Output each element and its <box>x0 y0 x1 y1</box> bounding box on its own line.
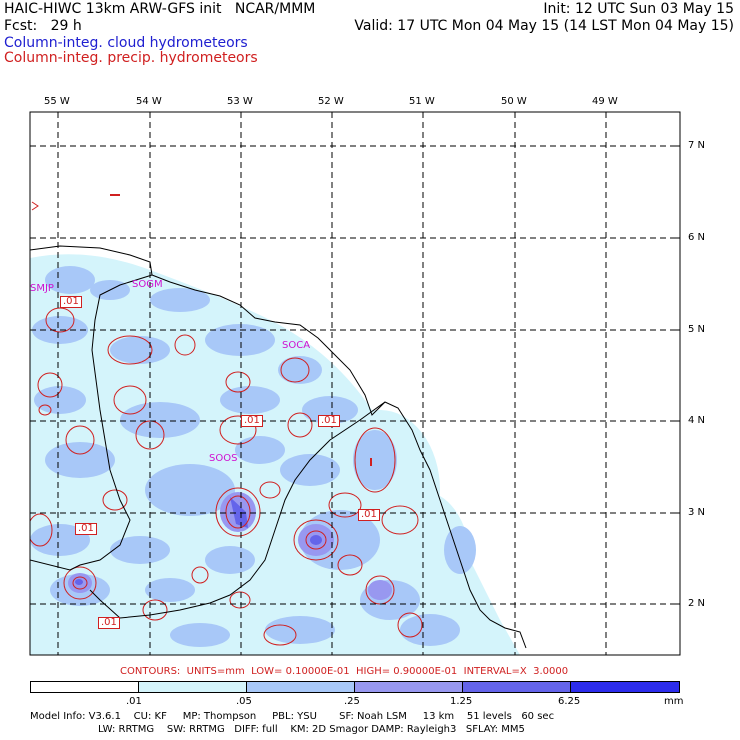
map-ticks <box>57 112 680 605</box>
lat-label: 7 N <box>688 140 706 151</box>
contour-label: .01 <box>98 617 120 629</box>
lon-label: 49 W <box>592 96 618 107</box>
header-valid-time: Valid: 17 UTC Mon 04 May 15 (14 LST Mon … <box>354 18 734 34</box>
header-forecast-hour: Fcst: 29 h <box>4 18 82 34</box>
station-label: SOCA <box>282 340 311 351</box>
field-precip-title: Column-integ. precip. hydrometeors <box>4 50 258 66</box>
lat-label: 3 N <box>688 507 706 518</box>
contour-label: .01 <box>60 296 82 308</box>
contour-label: .01 <box>318 415 340 427</box>
colorbar-segment <box>570 681 680 693</box>
colorbar-segment <box>30 681 139 693</box>
model-info-line2: LW: RRTMG SW: RRTMG DIFF: full KM: 2D Sm… <box>98 724 525 735</box>
lat-label: 5 N <box>688 324 706 335</box>
precip-contours <box>30 307 423 646</box>
contours-caption: CONTOURS: UNITS=mm LOW= 0.10000E-01 HIGH… <box>120 666 569 677</box>
colorbar-segment <box>138 681 247 693</box>
lat-label: 2 N <box>688 598 706 609</box>
model-info-line1: Model Info: V3.6.1 CU: KF MP: Thompson P… <box>30 711 555 722</box>
lat-label: 4 N <box>688 415 706 426</box>
colorbar-segment <box>246 681 355 693</box>
header-title: HAIC-HIWC 13km ARW-GFS init NCAR/MMM <box>4 1 316 17</box>
colorbar-tick-label: .05 <box>236 696 252 707</box>
lat-label: 6 N <box>688 232 706 243</box>
lon-label: 55 W <box>44 96 70 107</box>
map-field-layer <box>30 112 680 655</box>
field-cloud-title: Column-integ. cloud hydrometeors <box>4 35 248 51</box>
colorbar-tick-label: .01 <box>126 696 142 707</box>
station-label: SMJP <box>30 283 54 294</box>
colorbar-tick-label: 1.25 <box>450 696 473 707</box>
lon-label: 52 W <box>318 96 344 107</box>
contour-label: .01 <box>75 523 97 535</box>
colorbar-tick-label: 6.25 <box>558 696 581 707</box>
station-label: SOOS <box>209 453 238 464</box>
lon-label: 51 W <box>409 96 435 107</box>
coastline-borders <box>30 245 527 649</box>
header-init-time: Init: 12 UTC Sun 03 May 15 <box>543 1 734 17</box>
precip-mark <box>31 201 39 211</box>
colorbar-segment <box>462 681 571 693</box>
contour-label: .01 <box>241 415 263 427</box>
colorbar-unit: mm <box>664 696 684 707</box>
lon-label: 53 W <box>227 96 253 107</box>
colorbar-tick-label: .25 <box>344 696 360 707</box>
station-label: SOGM <box>132 279 163 290</box>
cloud-shading-darker <box>75 497 322 585</box>
lon-label: 54 W <box>136 96 162 107</box>
lat-lon-grid <box>30 112 680 655</box>
map-frame <box>29 111 681 656</box>
contour-label: .01 <box>358 509 380 521</box>
lon-label: 50 W <box>501 96 527 107</box>
colorbar-segment <box>354 681 463 693</box>
